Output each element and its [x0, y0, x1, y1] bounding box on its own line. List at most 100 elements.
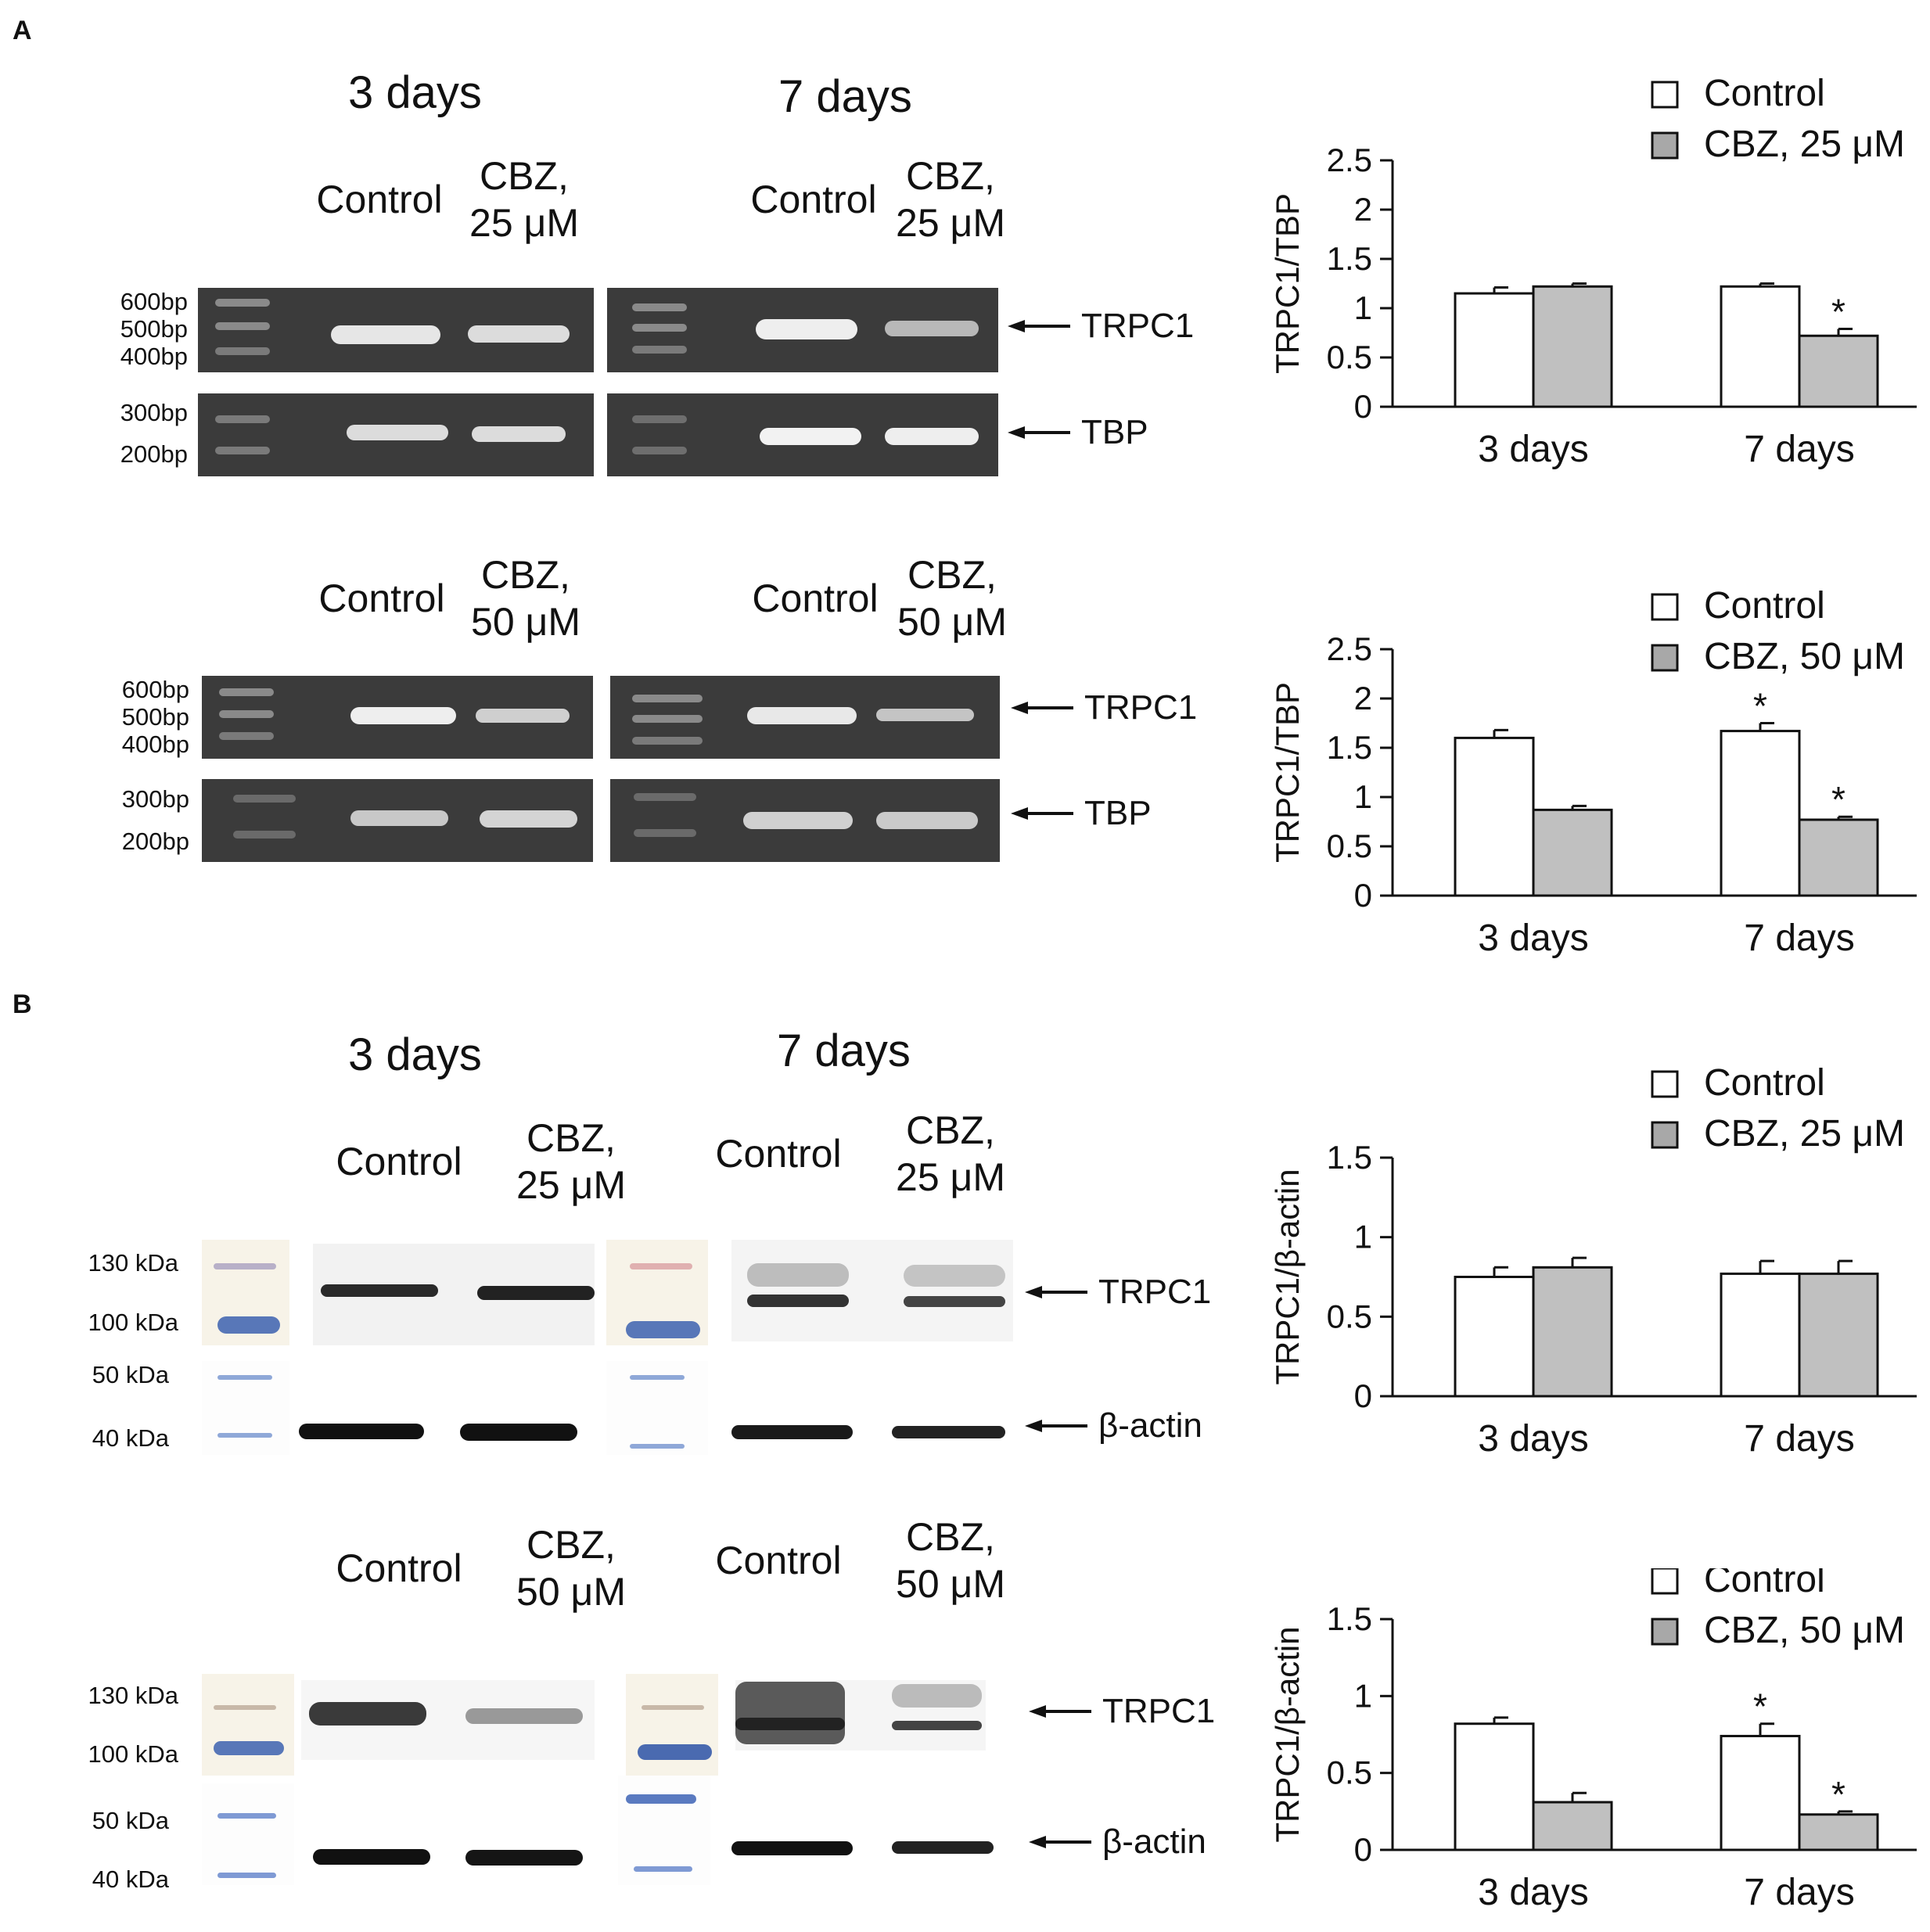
y-tick-label: 1.5	[1327, 1600, 1372, 1637]
legend-label: CBZ, 50 μM	[1704, 636, 1905, 677]
ladder-label: 300bp	[121, 785, 189, 813]
legend-label: Control	[1704, 585, 1825, 627]
lane-label: CBZ, 50 μM	[896, 1515, 1005, 1606]
target-label-trpc1: TRPC1	[1008, 307, 1194, 346]
y-tick-label: 1.5	[1327, 1139, 1372, 1176]
bar	[1720, 1734, 1801, 1851]
y-tick-label: 0	[1354, 1831, 1372, 1868]
significance-marker: *	[1753, 1686, 1767, 1727]
lane-label: CBZ, 25 μM	[896, 1108, 1005, 1199]
gel-tbp-3d-50	[202, 779, 593, 862]
legend-label: Control	[1704, 1068, 1825, 1104]
bar	[1532, 285, 1613, 408]
arrow-left-icon	[1025, 1286, 1087, 1298]
lane-label: CBZ, 25 μM	[516, 1116, 626, 1207]
y-tick-label: 2.5	[1327, 630, 1372, 667]
y-tick-label: 2	[1354, 680, 1372, 716]
significance-marker: *	[1831, 779, 1846, 820]
target-label-tbp: TBP	[1011, 794, 1152, 833]
y-tick-label: 1	[1354, 1677, 1372, 1714]
bar	[1454, 292, 1535, 408]
y-axis-label: TRPC1/TBP	[1269, 682, 1306, 863]
bar-chart-trpc1-actin-50: 0 0.5 1 1.5 TRPC1/β-actin 3 days * * 7 days Contr…	[1269, 1568, 1917, 1913]
lane-label: Control	[715, 1132, 842, 1176]
lane-label: Control	[750, 178, 877, 221]
bar	[1798, 818, 1879, 897]
y-tick-label: 1	[1354, 778, 1372, 815]
ladder-label: 50 kDa	[92, 1807, 169, 1834]
x-tick-label: 3 days	[1478, 918, 1588, 959]
target-label-trpc1: TRPC1	[1029, 1692, 1215, 1731]
y-tick-label: 1	[1354, 1219, 1372, 1255]
y-axis-label: TRPC1/β-actin	[1269, 1626, 1306, 1842]
significance-marker: *	[1831, 1774, 1846, 1815]
gel-tbp-7d-50	[610, 779, 1000, 862]
ladder-label: 200bp	[120, 440, 188, 468]
x-tick-label: 3 days	[1478, 1418, 1588, 1460]
bar	[1532, 808, 1613, 897]
blot-trpc1-7d-25	[731, 1240, 1013, 1341]
significance-marker: *	[1753, 686, 1767, 727]
legend-label: Control	[1704, 1568, 1825, 1600]
y-tick-label: 0.5	[1327, 828, 1372, 864]
marker-lane	[626, 1674, 718, 1776]
marker-lane	[202, 1674, 294, 1776]
ladder-label: 500bp	[120, 315, 188, 343]
bar	[1798, 334, 1879, 408]
x-tick-label: 7 days	[1744, 1418, 1854, 1460]
ladder-label: 100 kDa	[88, 1740, 178, 1768]
x-tick-label: 3 days	[1478, 429, 1588, 470]
significance-marker: *	[1831, 291, 1846, 332]
panel-letter-b: B	[13, 989, 32, 1019]
bar	[1720, 1272, 1801, 1398]
blot-trpc1-3d-25	[313, 1244, 595, 1345]
arrow-left-icon	[1011, 702, 1073, 714]
bar	[1532, 1266, 1613, 1398]
legend-label: CBZ, 25 μM	[1704, 124, 1905, 165]
legend-label: CBZ, 25 μM	[1704, 1113, 1905, 1155]
legend-swatch	[1651, 1618, 1679, 1646]
y-tick-label: 0.5	[1327, 1298, 1372, 1334]
legend-swatch	[1651, 1121, 1679, 1149]
ladder-label: 130 kDa	[88, 1682, 178, 1709]
ladder-label: 600bp	[120, 288, 188, 315]
bar	[1798, 1813, 1879, 1851]
legend-swatch	[1651, 593, 1679, 621]
day-title-3d: 3 days	[348, 1029, 482, 1080]
x-tick-label: 7 days	[1744, 1872, 1854, 1913]
y-tick-label: 0.5	[1327, 1754, 1372, 1791]
blot-actin-7d-25	[728, 1414, 1009, 1450]
blot-actin-3d-25	[297, 1414, 602, 1450]
y-tick-label: 1.5	[1327, 729, 1372, 766]
blot-actin-7d-50	[728, 1830, 1009, 1865]
gel-trpc1-7d-50	[610, 676, 1000, 759]
target-label-trpc1: TRPC1	[1011, 688, 1197, 727]
x-tick-label: 7 days	[1744, 918, 1854, 959]
lane-label: CBZ, 50 μM	[897, 553, 1007, 644]
legend-swatch	[1651, 1070, 1679, 1098]
x-tick-label: 3 days	[1478, 1872, 1588, 1913]
lane-label: Control	[752, 576, 879, 620]
ladder-label: 200bp	[121, 828, 189, 855]
ladder-label: 50 kDa	[92, 1361, 169, 1388]
bar-chart-trpc1-tbp-50: 0 0.5 1 1.5 2 2.5 TRPC1/TBP 3 days * * 7 days Contr…	[1269, 585, 1917, 959]
day-title-7d: 7 days	[778, 71, 912, 122]
x-tick-label: 7 days	[1744, 429, 1854, 470]
target-label-beta-actin: β-actin	[1029, 1822, 1206, 1862]
ladder-label: 100 kDa	[88, 1309, 178, 1336]
lane-label: CBZ, 50 μM	[471, 553, 580, 644]
y-tick-label: 0	[1354, 388, 1372, 425]
legend-swatch	[1651, 131, 1679, 160]
bar	[1532, 1801, 1613, 1851]
blot-trpc1-3d-50	[301, 1680, 595, 1760]
ladder-label: 130 kDa	[88, 1249, 178, 1277]
y-axis-label: TRPC1/β-actin	[1269, 1169, 1306, 1384]
ladder-label: 400bp	[120, 343, 188, 370]
bar-chart-trpc1-actin-25: 0 0.5 1 1.5 TRPC1/β-actin 3 days 7 days Control…	[1269, 1068, 1917, 1460]
legend-swatch	[1651, 81, 1679, 109]
y-tick-label: 0.5	[1327, 339, 1372, 375]
ladder-label: 300bp	[120, 399, 188, 426]
lane-label: Control	[336, 1140, 462, 1183]
gel-trpc1-7d-25	[607, 288, 998, 372]
ladder-label: 40 kDa	[92, 1424, 169, 1452]
